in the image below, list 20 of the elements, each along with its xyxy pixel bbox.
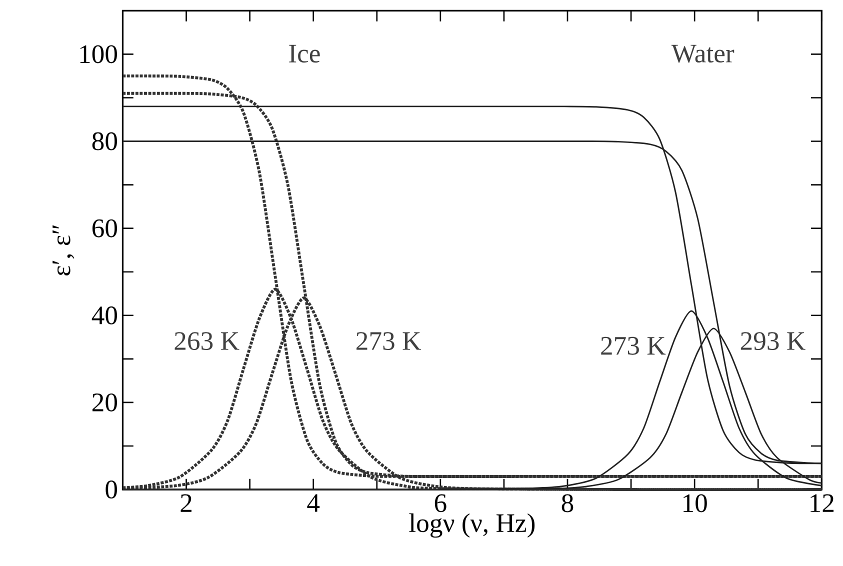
annotation: 273 K (601, 337, 666, 356)
y-tick-label: 60 (92, 220, 117, 238)
annotation: Water (671, 45, 734, 63)
x-tick-label: 6 (434, 494, 446, 512)
x-tick-label: 8 (562, 494, 574, 512)
y-tick-label: 80 (92, 132, 117, 150)
y-tick-label: 20 (92, 394, 117, 412)
x-tick-label: 4 (307, 494, 320, 512)
annotation: Ice (289, 45, 320, 63)
x-tick-label: 2 (180, 494, 192, 512)
annotation: 293 K (740, 332, 806, 350)
x-axis-title: logν (ν, Hz) (409, 514, 535, 538)
y-axis-title: ε′, ε″ (52, 225, 74, 276)
annotation: 263 K (174, 332, 240, 350)
y-tick-label: 40 (92, 306, 117, 325)
y-tick-label: 0 (106, 480, 117, 499)
x-tick-label: 10 (684, 494, 707, 512)
x-tick-label: 12 (810, 494, 834, 512)
annotation: 273 K (356, 332, 421, 350)
y-tick-label: 100 (80, 45, 117, 64)
